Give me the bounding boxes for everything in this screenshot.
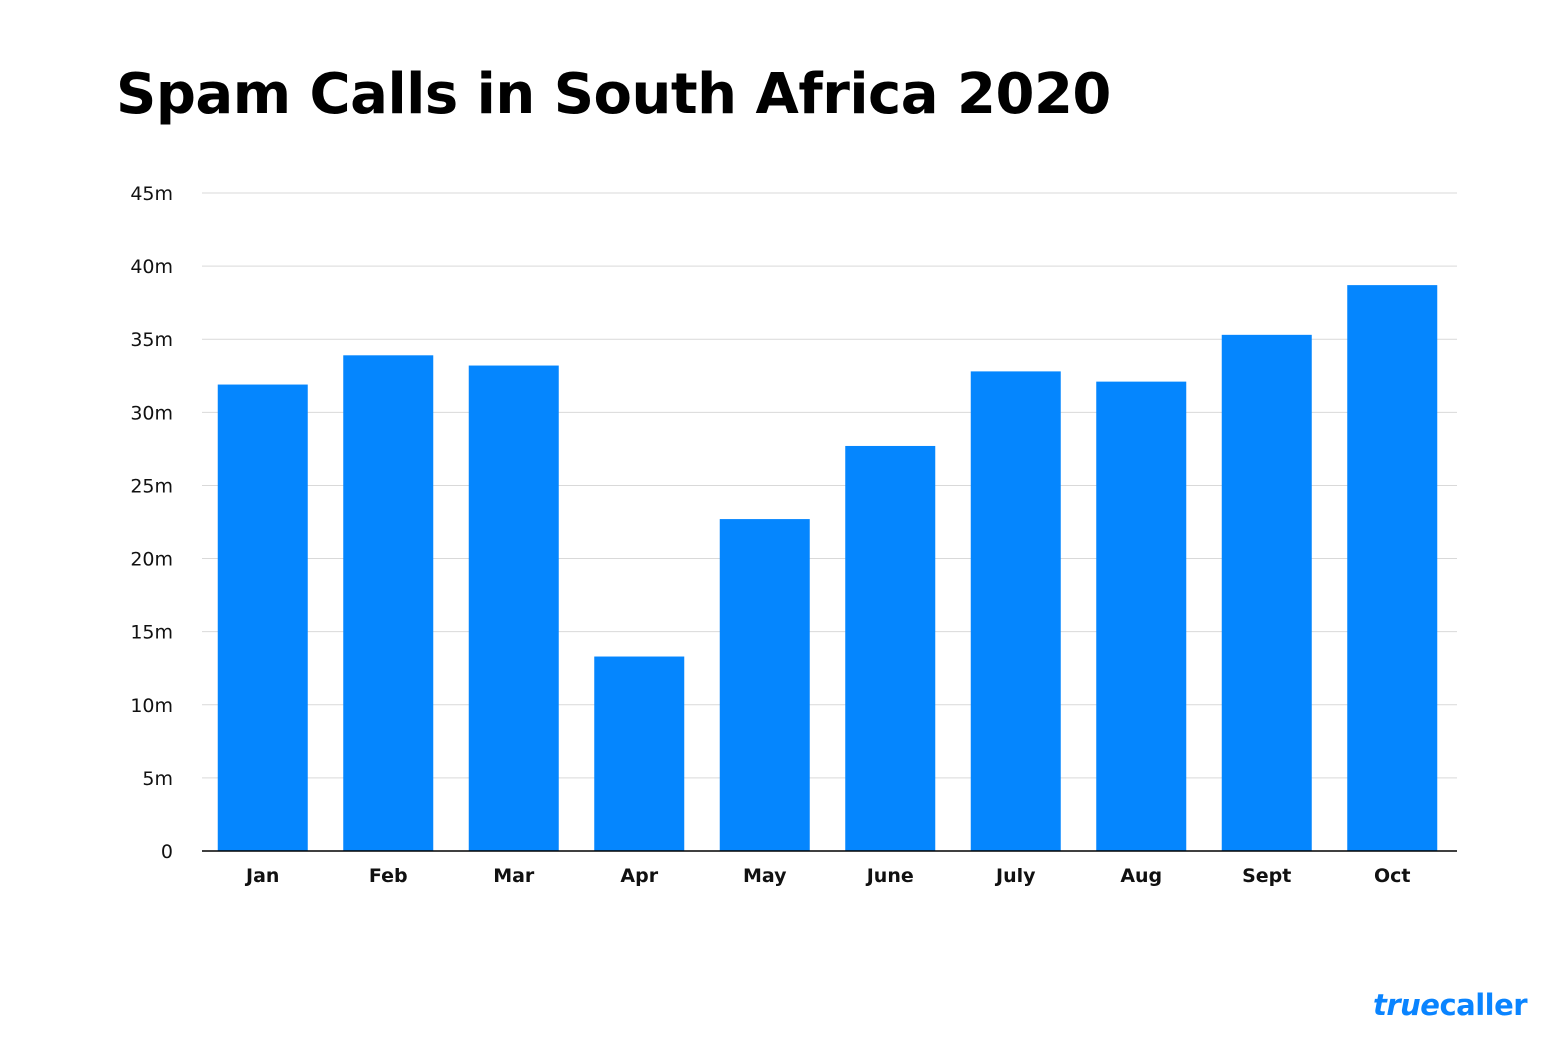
bar-mar	[468, 365, 559, 851]
bar-jan	[217, 384, 308, 851]
bar-aug	[1096, 381, 1187, 851]
truecaller-logo: truecaller	[1373, 988, 1528, 1022]
x-tick-label: Oct	[1374, 865, 1411, 887]
y-tick-label: 45m	[130, 183, 173, 205]
logo-text-true: true	[1373, 988, 1440, 1022]
x-tick-label: May	[743, 865, 787, 887]
y-tick-label: 30m	[130, 402, 173, 424]
x-tick-label: June	[865, 865, 914, 887]
logo-text-caller: caller	[1439, 988, 1528, 1022]
bar-oct	[1347, 285, 1438, 851]
x-tick-label: Apr	[620, 865, 658, 887]
bar-july	[970, 371, 1061, 851]
y-tick-label: 15m	[130, 622, 173, 644]
x-tick-label: Mar	[493, 865, 535, 887]
y-tick-label: 35m	[130, 329, 173, 351]
x-tick-label: Sept	[1242, 865, 1291, 887]
y-tick-label: 0	[161, 841, 173, 863]
y-tick-label: 20m	[130, 549, 173, 571]
bar-june	[845, 445, 936, 851]
bar-feb	[343, 355, 434, 851]
y-tick-label: 40m	[130, 256, 173, 278]
bar-may	[719, 519, 810, 851]
bar-sept	[1221, 334, 1312, 851]
x-tick-label: Aug	[1120, 865, 1162, 887]
x-tick-label: Feb	[369, 865, 408, 887]
y-tick-label: 25m	[130, 475, 173, 497]
x-tick-label: Jan	[244, 865, 279, 887]
y-tick-label: 10m	[130, 695, 173, 717]
bar-apr	[594, 656, 685, 851]
y-tick-label: 5m	[142, 768, 173, 790]
x-tick-label: July	[994, 865, 1036, 887]
chart-title: Spam Calls in South Africa 2020	[116, 62, 1111, 127]
